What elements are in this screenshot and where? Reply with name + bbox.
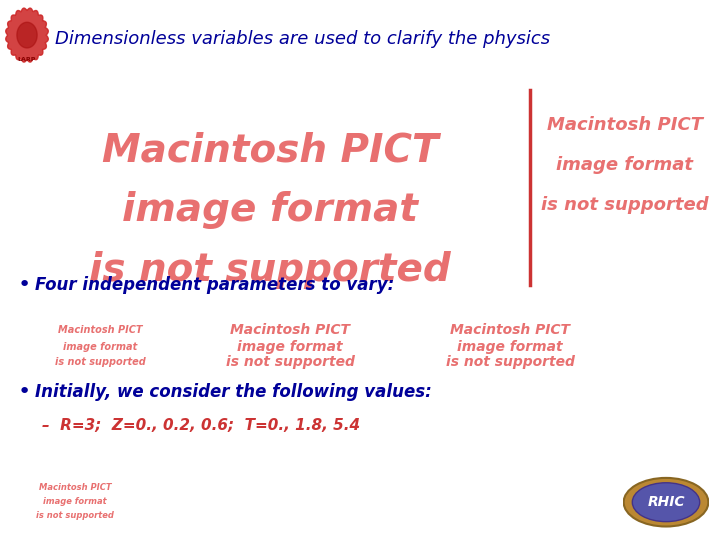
Text: is not supported: is not supported <box>89 251 451 289</box>
Text: Macintosh PICT: Macintosh PICT <box>39 483 112 492</box>
Text: Dimensionless variables are used to clarify the physics: Dimensionless variables are used to clar… <box>55 30 550 48</box>
Text: is not supported: is not supported <box>446 355 575 369</box>
Text: Four independent parameters to vary:: Four independent parameters to vary: <box>35 276 395 294</box>
Text: –  R=3;  Z=0., 0.2, 0.6;  T=0., 1.8, 5.4: – R=3; Z=0., 0.2, 0.6; T=0., 1.8, 5.4 <box>42 417 360 433</box>
Text: image format: image format <box>237 340 343 354</box>
Ellipse shape <box>624 478 708 526</box>
Text: •: • <box>18 275 31 295</box>
Text: RHIC: RHIC <box>647 495 685 509</box>
Text: Macintosh PICT: Macintosh PICT <box>450 323 570 337</box>
Text: Macintosh PICT: Macintosh PICT <box>230 323 350 337</box>
Text: LARP: LARP <box>18 57 36 62</box>
Text: •: • <box>18 382 31 402</box>
Text: is not supported: is not supported <box>225 355 354 369</box>
Text: Macintosh PICT: Macintosh PICT <box>58 325 143 335</box>
Text: image format: image format <box>63 342 137 352</box>
Text: image format: image format <box>122 191 418 229</box>
Ellipse shape <box>632 483 700 522</box>
Text: is not supported: is not supported <box>541 196 708 214</box>
Text: is not supported: is not supported <box>36 511 114 521</box>
Text: Initially, we consider the following values:: Initially, we consider the following val… <box>35 383 432 401</box>
Text: image format: image format <box>557 156 693 174</box>
Text: Macintosh PICT: Macintosh PICT <box>102 131 438 169</box>
Text: image format: image format <box>457 340 563 354</box>
Text: image format: image format <box>43 497 107 507</box>
Text: Macintosh PICT: Macintosh PICT <box>547 116 703 134</box>
Polygon shape <box>6 8 48 62</box>
Polygon shape <box>17 22 37 48</box>
Text: is not supported: is not supported <box>55 357 145 367</box>
